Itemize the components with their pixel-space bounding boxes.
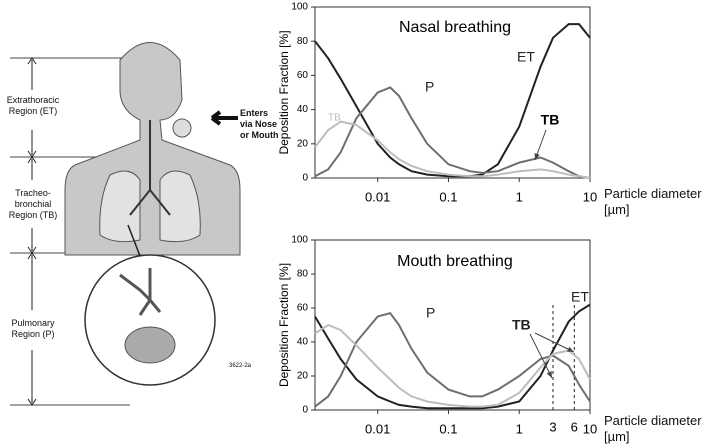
- entry-label: Enters via Nose or Mouth: [240, 108, 279, 140]
- series-line: [314, 120, 591, 179]
- x-tick-label: 10: [583, 189, 597, 204]
- chart-title: Mouth breathing: [397, 253, 513, 270]
- y-axis-label: Deposition Fraction [%]: [277, 263, 291, 387]
- arrow: [534, 332, 575, 353]
- y-tick-label: 60: [297, 70, 309, 81]
- y-tick-label: 40: [297, 337, 309, 348]
- y-tick-label: 100: [291, 235, 308, 246]
- arrow-head: [534, 153, 540, 160]
- y-tick-label: 40: [297, 104, 309, 115]
- annotation: TB: [541, 112, 560, 128]
- plot-frame: [314, 239, 591, 411]
- series-line: [314, 311, 591, 408]
- series-line: [314, 86, 591, 179]
- series-label: P: [425, 79, 434, 95]
- series-label: TB: [512, 317, 531, 333]
- x-axis-label: Particle diameter [µm]: [604, 413, 702, 444]
- series-line: [314, 23, 591, 178]
- series-line: [314, 323, 591, 408]
- y-tick-label: 0: [302, 173, 308, 184]
- x-tick-label: 1: [516, 421, 523, 436]
- y-tick-label: 100: [291, 2, 308, 13]
- chart-title: Nasal breathing: [399, 19, 511, 36]
- x-tick-label: 10: [583, 421, 597, 436]
- region-label: Extrathoracic Region (ET): [6, 95, 60, 116]
- region-label: Tracheo-bronchial Region (TB): [8, 188, 58, 220]
- plot-frame: [314, 6, 591, 179]
- y-tick-label: 20: [297, 371, 309, 382]
- region-label: Pulmonary Region (P): [11, 318, 55, 339]
- series-label: ET: [571, 289, 589, 305]
- series-label: ET: [517, 49, 535, 65]
- y-tick-label: 80: [297, 269, 309, 280]
- arrow: [529, 333, 553, 379]
- anatomy: [10, 42, 241, 406]
- figure-code: 3622-2a: [228, 363, 252, 369]
- series-line: [314, 303, 591, 410]
- x-tick-label: 0.1: [439, 189, 457, 204]
- x-tick-label: 1: [516, 189, 523, 204]
- y-tick-label: 0: [302, 405, 308, 416]
- x-axis-label: Particle diameter [µm]: [604, 186, 702, 217]
- series-label: TB: [328, 113, 341, 124]
- y-tick-label: 60: [297, 303, 309, 314]
- arrow-head: [567, 346, 574, 352]
- arrow-head: [546, 371, 552, 378]
- y-tick-label: 20: [297, 138, 309, 149]
- x-tick-label: 0.01: [365, 189, 390, 204]
- series-label: P: [426, 305, 435, 321]
- y-axis-label: Deposition Fraction [%]: [277, 30, 291, 154]
- y-tick-label: 80: [297, 36, 309, 47]
- reference-label: 3: [549, 419, 556, 434]
- x-tick-label: 0.01: [365, 421, 390, 436]
- reference-label: 6: [571, 419, 578, 434]
- x-tick-label: 0.1: [439, 421, 457, 436]
